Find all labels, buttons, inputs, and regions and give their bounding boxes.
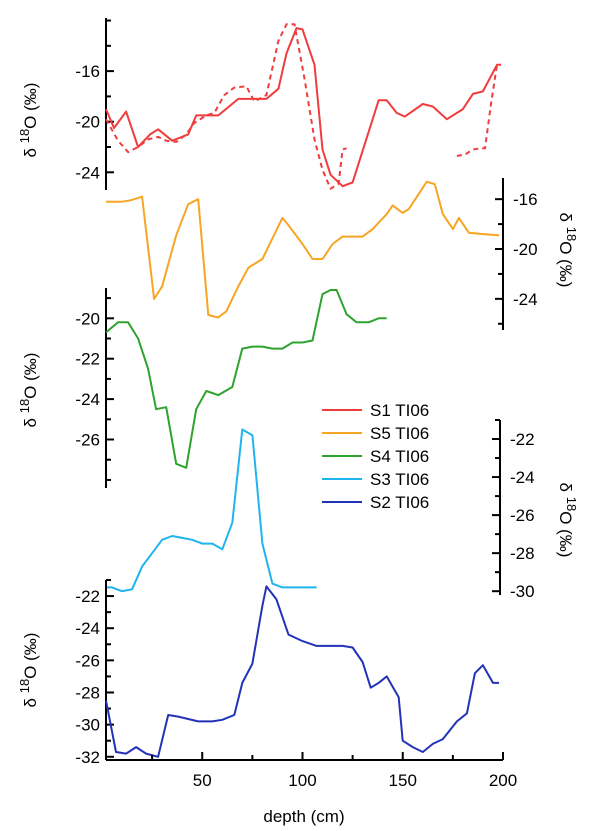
y-tick-label-s3: -24 bbox=[510, 468, 535, 487]
y-tick-label-s4: -20 bbox=[75, 309, 100, 328]
y-tick-label-s2: -28 bbox=[75, 684, 100, 703]
y-tick-label-s1: -20 bbox=[75, 113, 100, 132]
series-line-s2-0 bbox=[105, 585, 499, 758]
y-tick-label-s1: -24 bbox=[75, 163, 100, 182]
y-tick-label-s2: -24 bbox=[75, 619, 100, 638]
x-axis-title: depth (cm) bbox=[263, 807, 344, 826]
series-line-s3-0 bbox=[106, 428, 317, 593]
series-line-s5-0 bbox=[106, 180, 500, 319]
y-tick-label-s2: -30 bbox=[75, 716, 100, 735]
y-tick-label-s5: -20 bbox=[513, 240, 538, 259]
y-tick-label-s4: -22 bbox=[75, 350, 100, 369]
y-tick-label-s4: -24 bbox=[75, 390, 100, 409]
y-tick-label-s4: -26 bbox=[75, 431, 100, 450]
legend-label: S1 TI06 bbox=[370, 401, 429, 420]
y-axis-title-s4: δ 18O (‰) bbox=[17, 353, 40, 428]
legend: S1 TI06 S5 TI06 S4 TI06 S3 TI06 S2 TI06 bbox=[322, 401, 429, 512]
legend-label: S4 TI06 bbox=[370, 447, 429, 466]
y-tick-label-s5: -16 bbox=[513, 190, 538, 209]
y-axis-title-s5: δ 18O (‰) bbox=[556, 213, 579, 288]
y-tick-label-s3: -22 bbox=[510, 430, 535, 449]
series-line-s1-1 bbox=[105, 23, 347, 190]
y-tick-label-s3: -26 bbox=[510, 506, 535, 525]
x-axis: depth (cm) 50 100 150 200 bbox=[106, 752, 517, 826]
x-tick-label: 150 bbox=[389, 771, 417, 790]
y-tick-label-s2: -22 bbox=[75, 587, 100, 606]
y-axis-title-s3: δ 18O (‰) bbox=[556, 483, 579, 558]
y-axis-title-s2: δ 18O (‰) bbox=[17, 633, 40, 708]
series-line-s4-0 bbox=[105, 289, 387, 469]
x-tick-label: 100 bbox=[288, 771, 316, 790]
panels-layer: -16-20-24δ 18O (‰)-16-20-24δ 18O (‰)-20-… bbox=[17, 18, 579, 767]
y-tick-label-s2: -26 bbox=[75, 651, 100, 670]
y-tick-label-s2: -32 bbox=[75, 748, 100, 767]
panel-s3: -22 -24 -26 -28 -30 δ 18O (‰) bbox=[106, 419, 579, 601]
series-line-s1-2 bbox=[456, 63, 501, 157]
legend-label: S5 TI06 bbox=[370, 424, 429, 443]
x-tick-label: 200 bbox=[489, 771, 517, 790]
panel-s4: -20 -22 -24 -26 δ 18O (‰) bbox=[17, 288, 387, 488]
legend-label: S3 TI06 bbox=[370, 470, 429, 489]
panel-s1: -16 -20 -24 δ 18O (‰) bbox=[17, 18, 501, 190]
series-line-s1-0 bbox=[105, 27, 501, 188]
y-axis-title-s1: δ 18O (‰) bbox=[17, 83, 40, 158]
panel-s5: -16 -20 -24 δ 18O (‰) bbox=[106, 178, 579, 330]
y-tick-label-s3: -30 bbox=[510, 582, 535, 601]
x-tick-label: 50 bbox=[193, 771, 212, 790]
y-tick-label-s3: -28 bbox=[510, 544, 535, 563]
panel-s2: -22 -24 -26 -28 -30 -32 δ 18O (‰) bbox=[17, 579, 499, 767]
legend-label: S2 TI06 bbox=[370, 493, 429, 512]
y-tick-label-s5: -24 bbox=[513, 290, 538, 309]
y-tick-label-s1: -16 bbox=[75, 62, 100, 81]
